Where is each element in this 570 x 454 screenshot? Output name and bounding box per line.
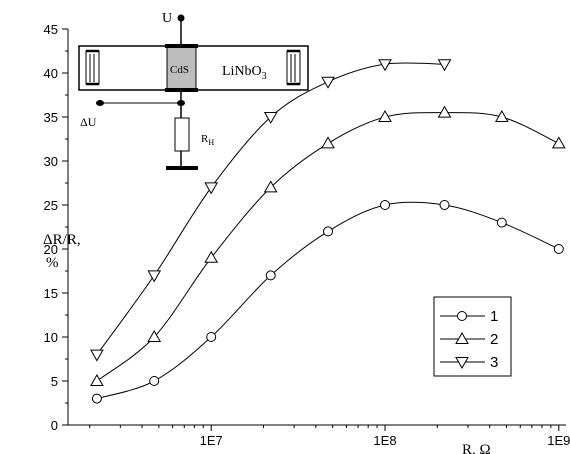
data-point-series-2: [204, 250, 219, 263]
right-transducer: [286, 49, 301, 86]
output-terminal-right: [177, 100, 185, 106]
legend-marker-2: [455, 331, 469, 344]
data-point-series-2: [551, 136, 566, 149]
chart-axes: 0 5 10 15 20 25 30 35 40 45 1E7 1E8 1E9: [44, 22, 570, 448]
series-line-1: [96, 201, 560, 400]
y-axis-label-line2: %: [46, 255, 59, 271]
circuit-inset: U CdS LiNbO3 ΔU RH: [78, 11, 309, 170]
data-point-series-1: [323, 226, 334, 237]
cds-label: CdS: [170, 64, 189, 76]
legend-box: [433, 296, 512, 377]
legend-marker-1: [457, 311, 467, 321]
load-resistor: [174, 117, 190, 152]
data-point-series-1: [149, 376, 160, 386]
y-tick-label: 10: [44, 330, 58, 345]
data-point-series-2: [321, 136, 335, 149]
supply-terminal: [177, 14, 185, 22]
data-point-series-1: [553, 244, 564, 254]
crystal-label: LiNbO3: [222, 64, 267, 82]
legend: 1 2 3: [433, 296, 512, 377]
data-point-series-1: [91, 393, 102, 404]
legend-marker-3: [455, 357, 469, 370]
data-point-series-3: [321, 76, 335, 89]
data-point-series-2: [437, 105, 452, 118]
y-axis-label-line1: ΔR/R,: [43, 232, 81, 248]
data-point-series-3: [204, 182, 219, 195]
data-point-series-2: [494, 109, 509, 122]
output-label: ΔU: [80, 115, 97, 129]
data-point-series-2: [378, 109, 392, 122]
data-point-series-2: [263, 180, 278, 193]
y-tick-label: 45: [44, 22, 58, 37]
data-point-series-1: [496, 217, 507, 228]
y-tick-label: 20: [44, 242, 58, 257]
legend-label-3: 3: [490, 354, 498, 371]
y-tick-label: 0: [51, 418, 58, 433]
x-tick-label: 1E7: [200, 433, 223, 448]
supply-label: U: [162, 11, 172, 26]
y-tick-label: 15: [44, 286, 58, 301]
x-axis-label: R, Ω: [462, 442, 491, 454]
y-tick-label: 30: [44, 154, 58, 169]
y-tick-label: 25: [44, 198, 58, 213]
legend-label-2: 2: [490, 331, 498, 348]
output-terminal-left: [96, 100, 104, 106]
data-point-series-1: [439, 200, 450, 210]
crystal-label-subscript: 3: [262, 71, 267, 82]
load-label-subscript: H: [208, 138, 214, 147]
data-point-series-2: [147, 329, 162, 342]
data-point-series-3: [90, 349, 104, 362]
chart-markers: [90, 59, 566, 404]
load-label: RH: [201, 133, 214, 147]
crystal-label-main: LiNbO: [222, 64, 262, 79]
y-tick-label: 35: [44, 110, 58, 125]
series-line-3: [96, 62, 445, 355]
y-tick-label: 40: [44, 66, 58, 81]
legend-label-1: 1: [490, 308, 498, 325]
data-point-series-3: [147, 270, 162, 283]
data-point-series-1: [206, 332, 217, 342]
data-point-series-3: [378, 59, 392, 72]
left-transducer: [85, 49, 100, 86]
data-point-series-3: [437, 59, 452, 72]
y-tick-label: 5: [51, 374, 58, 389]
data-point-series-3: [263, 112, 278, 125]
x-tick-label: 1E9: [547, 433, 570, 448]
series-line-2: [96, 112, 560, 382]
data-point-series-1: [265, 270, 276, 281]
load-label-main: R: [201, 133, 209, 145]
data-point-series-1: [380, 200, 391, 210]
data-point-series-2: [90, 373, 104, 386]
x-tick-label: 1E8: [373, 433, 396, 448]
legend-items: 1 2 3: [440, 308, 498, 371]
